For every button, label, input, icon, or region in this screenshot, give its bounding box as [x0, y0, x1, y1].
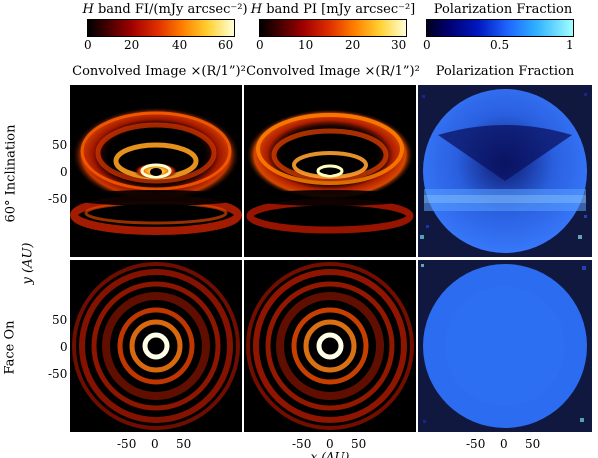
cb-pi-tick-0: 0 [256, 38, 264, 52]
colorbar-pol [426, 19, 574, 37]
panel-pi-inclined [244, 85, 416, 257]
y-tick-neg50-top: -50 [48, 192, 68, 206]
y-tick-50-top: 50 [52, 138, 68, 152]
x-tick-0-col3: 0 [500, 437, 508, 451]
cb-pi-tick-30: 30 [391, 38, 407, 52]
y-tick-neg50-bottom: -50 [48, 367, 68, 381]
panel-pol-faceon [418, 260, 592, 432]
column-title-pol: Polarization Fraction [435, 64, 575, 79]
colorbar-pi-label-text: band PI [mJy arcsec⁻²] [266, 2, 416, 17]
column-title-fi: Convolved Image ×(R/1”)² [72, 64, 246, 79]
x-tick-neg50-col3: -50 [466, 437, 486, 451]
y-axis-label: y (AU) [20, 242, 36, 285]
x-tick-0-col1: 0 [151, 437, 159, 451]
cb-pol-tick-0: 0 [423, 38, 431, 52]
x-tick-50-col3: 50 [525, 437, 541, 451]
colorbar-pol-label: Polarization Fraction [433, 2, 573, 17]
row-label-inclined: 60° Inclination [3, 124, 19, 223]
panel-pol-inclined [418, 85, 592, 257]
colorbar-fi-label: H band FI/(mJy arcsec⁻²) [82, 2, 248, 17]
panel-fi-inclined [70, 85, 242, 257]
y-tick-50-bottom: 50 [52, 313, 68, 327]
x-tick-50-col2: 50 [351, 437, 367, 451]
x-axis-label: x (AU) [310, 450, 350, 458]
y-tick-0-bottom: 0 [60, 340, 68, 354]
x-tick-50-col1: 50 [176, 437, 192, 451]
panel-fi-faceon [70, 260, 242, 432]
cb-pol-tick-1: 1 [566, 38, 574, 52]
colorbar-fi [87, 19, 235, 37]
cb-pol-tick-0.5: 0.5 [490, 38, 510, 52]
panel-pi-faceon [244, 260, 416, 432]
x-tick-0-col2: 0 [326, 437, 334, 451]
cb-fi-tick-40: 40 [172, 38, 188, 52]
colorbar-pi [259, 19, 407, 37]
x-tick-neg50-col2: -50 [292, 437, 312, 451]
column-title-pi: Convolved Image ×(R/1”)² [246, 64, 420, 79]
y-tick-0-top: 0 [60, 165, 68, 179]
cb-pi-tick-20: 20 [345, 38, 361, 52]
cb-fi-tick-60: 60 [218, 38, 234, 52]
row-label-face-on: Face On [2, 320, 18, 375]
colorbar-fi-label-text: band FI/(mJy arcsec⁻²) [97, 2, 248, 17]
cb-fi-tick-0: 0 [84, 38, 92, 52]
colorbar-pi-label: H band PI [mJy arcsec⁻²] [250, 2, 416, 17]
cb-fi-tick-20: 20 [124, 38, 140, 52]
x-tick-neg50-col1: -50 [117, 437, 137, 451]
cb-pi-tick-10: 10 [298, 38, 314, 52]
